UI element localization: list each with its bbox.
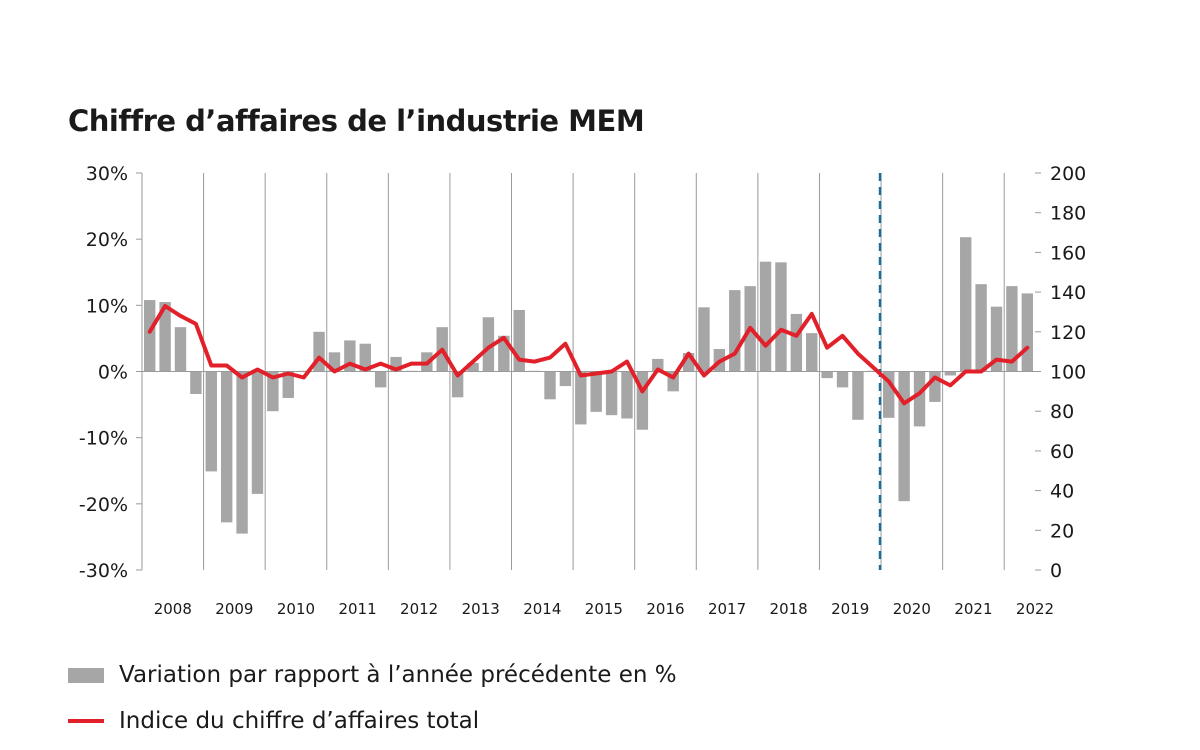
left-tick-label: 30% <box>86 163 128 185</box>
variation-bar <box>190 371 202 394</box>
variation-bar <box>775 262 787 372</box>
year-label: 2018 <box>770 600 808 618</box>
year-label: 2012 <box>400 600 438 618</box>
variation-bar <box>621 371 633 419</box>
variation-bar <box>390 356 402 372</box>
variation-bar <box>144 300 156 372</box>
variation-bar <box>883 371 895 418</box>
variation-bar <box>359 343 371 372</box>
variation-bar <box>759 261 772 372</box>
year-label: 2021 <box>954 600 992 618</box>
variation-bar <box>682 352 695 372</box>
left-tick-label: -20% <box>79 494 128 516</box>
variation-bar <box>267 371 279 412</box>
year-label: 2011 <box>338 600 376 618</box>
variation-bar <box>698 307 710 372</box>
left-tick-label: -10% <box>79 428 128 450</box>
right-tick-label: 0 <box>1050 560 1062 582</box>
variation-bar <box>159 302 171 372</box>
variation-bar <box>205 371 217 472</box>
variation-bar <box>1006 286 1018 372</box>
variation-bar <box>852 371 864 420</box>
variation-bar <box>513 309 525 372</box>
legend-bars-label: Variation par rapport à l’année précéden… <box>119 662 677 688</box>
year-label: 2016 <box>646 600 684 618</box>
variation-bar <box>590 371 602 412</box>
right-tick-label: 140 <box>1050 282 1086 304</box>
variation-bar <box>605 371 618 416</box>
variation-bar <box>220 371 233 523</box>
year-label: 2014 <box>523 600 561 618</box>
variation-bar <box>898 371 910 502</box>
year-label: 2022 <box>1016 600 1054 618</box>
right-tick-label: 200 <box>1050 163 1086 185</box>
variation-bar <box>282 371 294 398</box>
variation-bar <box>344 340 356 372</box>
variation-bar <box>328 352 341 372</box>
variation-bar <box>636 371 649 430</box>
variation-bar <box>944 371 957 376</box>
variation-bar <box>806 333 818 372</box>
variation-bar <box>374 371 387 388</box>
variation-bar <box>498 335 510 372</box>
legend-item-bars: Variation par rapport à l’année précéden… <box>68 662 677 688</box>
year-label: 2013 <box>462 600 500 618</box>
year-label: 2010 <box>277 600 315 618</box>
variation-bar <box>236 371 248 534</box>
legend-line-swatch <box>68 719 104 723</box>
variation-bar <box>652 358 664 372</box>
variation-bar <box>836 371 849 388</box>
variation-bar <box>990 306 1003 372</box>
right-tick-label: 20 <box>1050 520 1074 542</box>
variation-bar <box>790 313 803 372</box>
left-tick-label: 10% <box>86 295 128 317</box>
variation-bar <box>559 371 572 387</box>
legend-item-line: Indice du chiffre d’affaires total <box>68 708 479 734</box>
chart-title: Chiffre d’affaires de l’industrie MEM <box>68 104 645 138</box>
legend-bar-swatch <box>68 667 104 683</box>
variation-bar <box>960 237 972 372</box>
year-label: 2008 <box>154 600 192 618</box>
variation-bar <box>482 317 495 372</box>
legend-line-label: Indice du chiffre d’affaires total <box>119 708 480 734</box>
year-label: 2019 <box>831 600 869 618</box>
variation-bar <box>975 284 987 372</box>
right-tick-label: 120 <box>1050 322 1086 344</box>
variation-bar <box>913 371 926 427</box>
right-tick-label: 60 <box>1050 441 1074 463</box>
right-tick-label: 100 <box>1050 362 1086 384</box>
variation-bar <box>451 371 464 398</box>
year-label: 2017 <box>708 600 746 618</box>
variation-bar <box>729 290 741 372</box>
variation-bar <box>1021 293 1033 372</box>
variation-bar <box>821 371 833 379</box>
year-label: 2020 <box>893 600 931 618</box>
variation-bar <box>467 362 479 372</box>
left-tick-label: 0% <box>98 362 128 384</box>
variation-bar <box>667 371 679 392</box>
variation-bar <box>575 371 587 425</box>
year-label: 2009 <box>215 600 253 618</box>
right-tick-label: 180 <box>1050 203 1086 225</box>
index-line <box>147 304 1030 406</box>
right-tick-label: 160 <box>1050 242 1086 264</box>
right-tick-label: 40 <box>1050 481 1074 503</box>
left-tick-label: -30% <box>79 560 128 582</box>
variation-bar <box>929 371 941 402</box>
variation-bar <box>544 371 556 400</box>
left-tick-label: 20% <box>86 229 128 251</box>
variation-bar <box>313 331 325 372</box>
year-label: 2015 <box>585 600 623 618</box>
right-tick-label: 80 <box>1050 401 1074 423</box>
variation-bar <box>251 371 264 494</box>
variation-bar <box>174 327 187 372</box>
